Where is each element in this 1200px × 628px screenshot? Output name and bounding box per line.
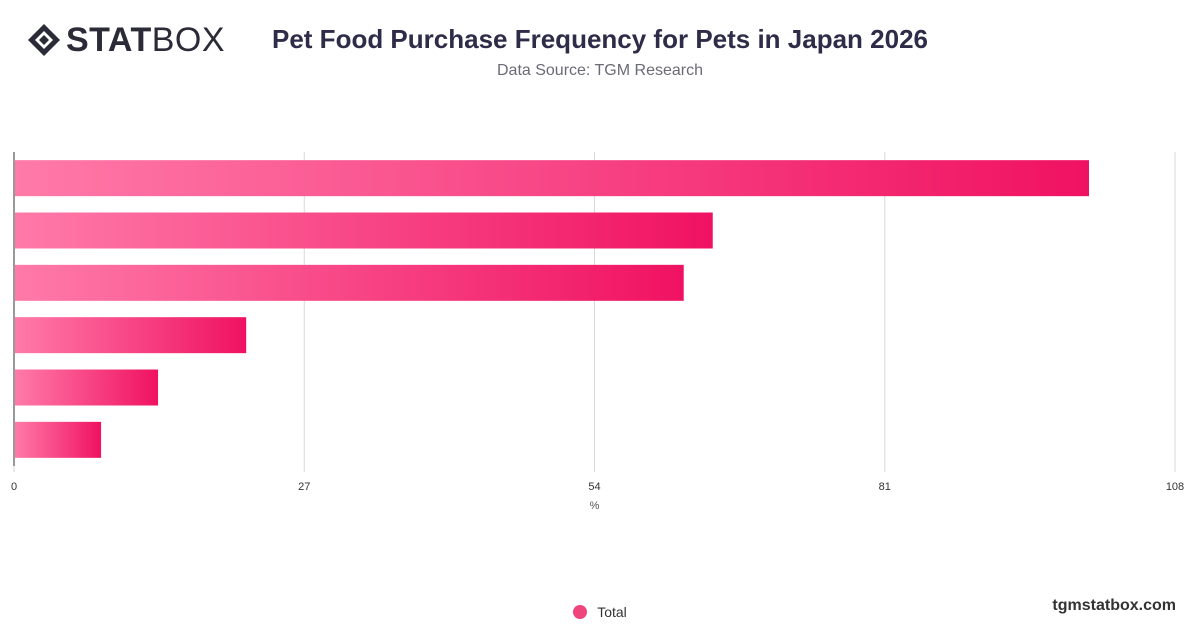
legend-swatch — [573, 605, 588, 619]
x-tick-label: 54 — [588, 481, 600, 493]
footer-brand: tgmstatbox.com — [1052, 597, 1176, 614]
bar — [15, 212, 713, 249]
statbox-logo: STATBOX — [26, 22, 225, 58]
bar — [15, 369, 159, 406]
bar-chart: 0 27 54 81 108% — [11, 152, 1184, 512]
chart-subtitle: Data Source: TGM Research — [496, 62, 703, 79]
chart-title: Pet Food Purchase Frequency for Pets in … — [272, 24, 928, 54]
legend[interactable]: Total — [0, 602, 1200, 622]
logo-wordmark: STATBOX — [66, 22, 225, 58]
bar — [15, 160, 1089, 197]
logo-text-bold: STAT — [66, 21, 152, 59]
x-tick-label: 27 — [298, 481, 310, 493]
bar — [15, 317, 247, 354]
x-tick-label: 0 — [11, 481, 17, 493]
logo-text-light: BOX — [151, 21, 226, 59]
bar — [15, 421, 102, 458]
bar — [15, 264, 684, 301]
x-axis-label: % — [590, 500, 600, 512]
statbox-diamond-icon — [28, 24, 60, 56]
x-tick-label: 108 — [1166, 481, 1184, 493]
legend-label: Total — [597, 604, 627, 620]
x-tick-label: 81 — [879, 481, 891, 493]
